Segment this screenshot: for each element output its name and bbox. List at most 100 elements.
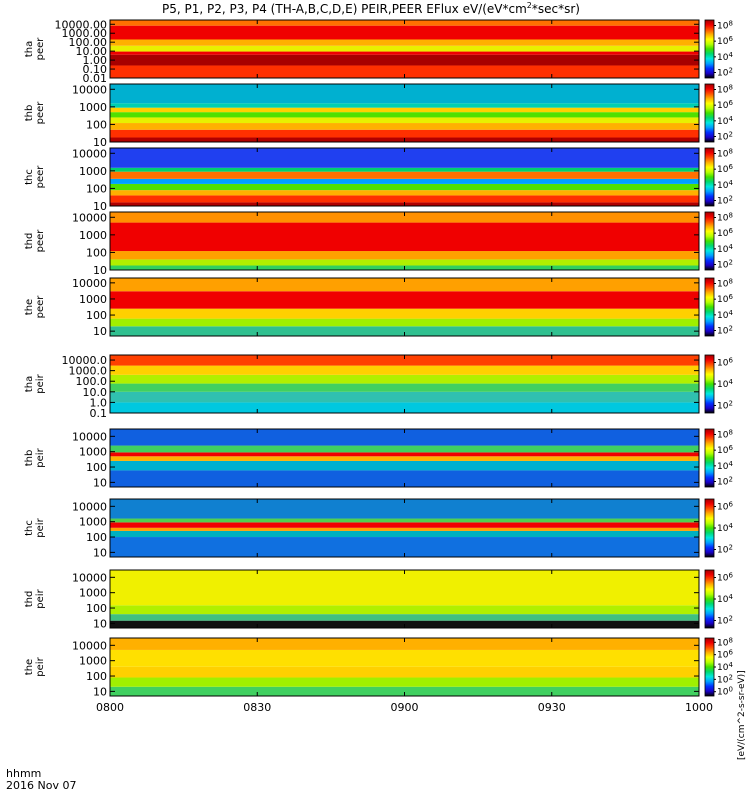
species-label: peer: [35, 165, 46, 189]
probe-label: the: [24, 659, 35, 675]
colorbar-tick-label: 100: [717, 686, 733, 698]
colorbar-tick-label: 106: [717, 227, 733, 239]
species-label: peir: [35, 373, 46, 393]
energy-band: [110, 117, 699, 124]
energy-band: [110, 456, 699, 461]
y-tick-label: 100: [86, 531, 107, 544]
energy-band: [110, 649, 699, 667]
probe-label: the: [24, 299, 35, 315]
energy-band: [110, 171, 699, 179]
colorbar-tick-label: 108: [717, 277, 733, 289]
energy-band: [110, 470, 699, 487]
x-tick-label: 1000: [685, 701, 713, 714]
probe-label: tha: [24, 376, 35, 392]
y-tick-label: 10: [93, 617, 107, 630]
y-tick-label: 100: [86, 602, 107, 615]
y-tick-label: 1000: [79, 587, 107, 600]
energy-band: [110, 259, 699, 266]
energy-band: [110, 522, 699, 528]
y-tick-label: 100.00: [69, 36, 108, 49]
colorbar-tick-label: 104: [717, 661, 733, 673]
species-label: peer: [35, 37, 46, 61]
probe-label: thc: [24, 520, 35, 536]
colorbar-tick-label: 106: [717, 572, 733, 584]
y-tick-label: 10000: [72, 639, 107, 652]
colorbar: [704, 277, 715, 337]
y-tick-label: 1000.00: [62, 27, 108, 40]
energy-band: [110, 445, 699, 453]
energy-band: [110, 518, 699, 523]
energy-band: [110, 374, 699, 384]
y-tick-label: 10: [93, 476, 107, 489]
species-label: peir: [35, 656, 46, 676]
energy-band: [110, 677, 699, 687]
species-label: peer: [35, 295, 46, 319]
y-tick-label: 100: [86, 670, 107, 683]
species-label: peer: [35, 101, 46, 125]
y-tick-label: 100: [86, 118, 107, 131]
colorbar-tick-label: 106: [717, 444, 733, 456]
y-tick-label: 100.0: [76, 375, 108, 388]
colorbar-tick-label: 102: [717, 614, 733, 626]
y-tick-label: 10: [93, 136, 107, 149]
panel-thd-peir: 10000 1000 100 10 thd peir 106 104 102: [24, 569, 733, 630]
energy-band: [110, 429, 699, 446]
colorbar: [704, 428, 715, 488]
colorbar-tick-label: 102: [717, 399, 733, 411]
colorbar-tick-label: 108: [717, 211, 733, 223]
energy-band: [110, 460, 699, 471]
colorbar-tick-label: 102: [717, 543, 733, 555]
energy-band: [110, 355, 699, 366]
y-tick-label: 10000.0: [62, 354, 108, 367]
energy-band: [110, 391, 699, 403]
y-tick-label: 0.10: [83, 63, 108, 76]
colorbar-tick-label: 102: [717, 259, 733, 271]
panel-the-peer: 10000 1000 100 10 the peer 108 106 104 102: [24, 277, 733, 338]
energy-band: [110, 103, 699, 108]
energy-band: [110, 195, 699, 203]
energy-band: [110, 537, 699, 557]
colorbar-tick-label: 106: [717, 163, 733, 175]
x-axis: hhmm 2016 Nov 07 0800 0830 0900 0930 1000: [6, 701, 713, 792]
colorbar-tick-label: 104: [717, 115, 733, 127]
y-tick-label: 0.01: [83, 72, 108, 85]
colorbar-tick-label: 106: [717, 99, 733, 111]
energy-band: [110, 112, 699, 118]
probe-label: thd: [24, 233, 35, 250]
y-tick-label: 0.1: [90, 407, 108, 420]
probe-label: thc: [24, 169, 35, 185]
colorbar-tick-label: 104: [717, 51, 733, 63]
y-tick-label: 10: [93, 685, 107, 698]
colorbar-tick-label: 104: [717, 243, 733, 255]
y-tick-label: 1000.0: [69, 365, 108, 378]
energy-band: [110, 326, 699, 336]
energy-band: [110, 666, 699, 678]
y-tick-label: 10.0: [83, 386, 108, 399]
energy-band: [110, 45, 699, 52]
colorbar: [704, 569, 715, 629]
x-axis-label-line1: hhmm: [6, 767, 41, 780]
colorbar-tick-label: 108: [717, 83, 733, 95]
energy-band: [110, 638, 699, 650]
energy-band: [110, 614, 699, 621]
y-tick-label: 10000: [72, 147, 107, 160]
colorbar: [704, 498, 715, 558]
energy-band: [110, 308, 699, 319]
colorbar-tick-label: 106: [717, 357, 733, 369]
y-tick-label: 10000: [72, 500, 107, 513]
y-tick-label: 10000: [72, 430, 107, 443]
energy-band: [110, 84, 699, 104]
species-label: peer: [35, 229, 46, 253]
colorbar: [704, 354, 715, 414]
energy-band: [110, 530, 699, 538]
colorbar-tick-label: 106: [717, 35, 733, 47]
colorbar-tick-label: 104: [717, 378, 733, 390]
probe-label: tha: [24, 41, 35, 57]
y-tick-label: 10: [93, 325, 107, 338]
energy-band: [110, 452, 699, 457]
y-tick-label: 100: [86, 461, 107, 474]
